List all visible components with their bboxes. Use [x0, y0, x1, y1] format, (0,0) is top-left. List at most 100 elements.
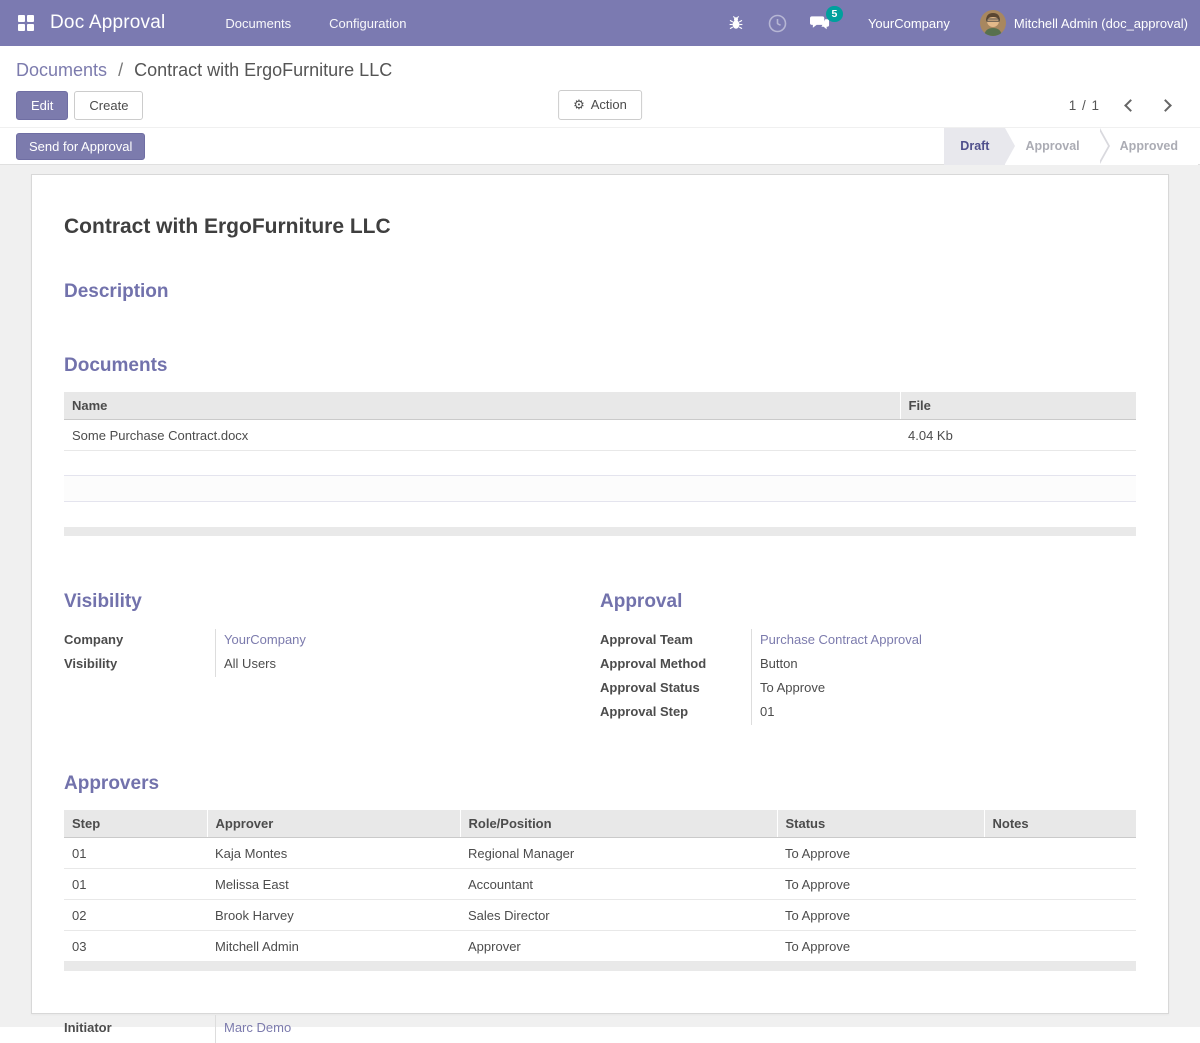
- user-name: Mitchell Admin (doc_approval): [1013, 15, 1188, 31]
- approver-step-cell[interactable]: 02: [64, 899, 207, 931]
- approver-role-cell[interactable]: Sales Director: [460, 899, 777, 931]
- pager-next-icon[interactable]: [1159, 98, 1172, 112]
- pager: 1 / 1: [1068, 97, 1172, 113]
- description-heading: Description: [64, 281, 169, 302]
- approval-step-value: 01: [751, 701, 1136, 725]
- initiator-field: Initiator Marc Demo: [64, 1015, 600, 1043]
- approvers-table: Step Approver Role/Position Status Notes…: [64, 810, 1136, 962]
- messages-chat-icon[interactable]: 5: [809, 6, 843, 33]
- control-panel: Edit Create ⚙ Action 1 / 1: [0, 83, 1200, 127]
- approval-team-label: Approval Team: [600, 632, 693, 647]
- company-label: Company: [64, 632, 124, 647]
- approver-notes-cell[interactable]: [984, 868, 1136, 900]
- approver-name-cell[interactable]: Kaja Montes: [207, 837, 460, 869]
- visibility-field: Visibility All Users: [64, 653, 600, 677]
- approver-status-cell[interactable]: To Approve: [777, 899, 984, 931]
- approvers-col-step[interactable]: Step: [64, 810, 208, 838]
- top-navbar: Doc Approval Documents Configuration: [0, 0, 1200, 46]
- approver-step-cell[interactable]: 01: [64, 868, 207, 900]
- company-field: Company YourCompany: [64, 629, 600, 653]
- send-for-approval-button[interactable]: Send for Approval: [16, 132, 146, 160]
- edit-button[interactable]: Edit: [16, 90, 69, 120]
- debug-bug-icon[interactable]: [726, 13, 746, 33]
- approval-heading: Approval: [600, 591, 683, 612]
- gear-icon: ⚙: [573, 97, 585, 112]
- approval-team-value-link[interactable]: Purchase Contract Approval: [760, 632, 922, 647]
- approval-group: Approval Approval Team Purchase Contract…: [600, 591, 1136, 725]
- approver-notes-cell[interactable]: [984, 837, 1136, 869]
- approver-status-cell[interactable]: To Approve: [777, 868, 984, 900]
- approval-method-field: Approval Method Button: [600, 653, 1136, 677]
- document-row[interactable]: Some Purchase Contract.docx 4.04 Kb: [64, 419, 1136, 451]
- approver-name-cell[interactable]: Melissa East: [207, 868, 460, 900]
- field-groups: Visibility Company YourCompany Visibilit…: [64, 591, 1136, 725]
- initiator-label: Initiator: [64, 1020, 112, 1035]
- approval-status-field: Approval Status To Approve: [600, 677, 1136, 701]
- approval-step-field: Approval Step 01: [600, 701, 1136, 725]
- documents-empty-row: [64, 475, 1136, 502]
- approval-team-field: Approval Team Purchase Contract Approval: [600, 629, 1136, 653]
- activities-clock-icon[interactable]: [768, 13, 788, 33]
- document-name-cell[interactable]: Some Purchase Contract.docx: [64, 419, 900, 451]
- approvers-heading: Approvers: [64, 773, 160, 794]
- approval-status-label: Approval Status: [600, 680, 700, 695]
- navbar-menu: Documents Configuration: [221, 10, 410, 37]
- initiator-value-link[interactable]: Marc Demo: [224, 1020, 292, 1035]
- approver-step-cell[interactable]: 01: [64, 837, 207, 869]
- approver-role-cell[interactable]: Regional Manager: [460, 837, 777, 869]
- breadcrumb-separator: /: [118, 60, 124, 80]
- message-count-badge: 5: [825, 6, 843, 22]
- status-step-approved[interactable]: Approved: [1099, 127, 1198, 165]
- statusbar: Send for Approval Draft Approval Approve…: [0, 127, 1200, 165]
- approver-row[interactable]: 01 Kaja Montes Regional Manager To Appro…: [64, 837, 1136, 869]
- approval-method-label: Approval Method: [600, 656, 707, 671]
- pager-previous-icon[interactable]: [1124, 98, 1137, 112]
- approval-step-label: Approval Step: [600, 704, 689, 719]
- approver-status-cell[interactable]: To Approve: [777, 930, 984, 962]
- visibility-group: Visibility Company YourCompany Visibilit…: [64, 591, 600, 725]
- document-file-cell[interactable]: 4.04 Kb: [900, 419, 1136, 451]
- pager-count: 1 / 1: [1068, 97, 1100, 113]
- company-switcher[interactable]: YourCompany: [867, 15, 950, 31]
- approval-status-value: To Approve: [751, 677, 1136, 701]
- visibility-label: Visibility: [64, 656, 118, 671]
- status-step-draft[interactable]: Draft: [944, 127, 1006, 165]
- app-title[interactable]: Doc Approval: [50, 12, 166, 33]
- user-menu[interactable]: Mitchell Admin (doc_approval): [979, 10, 1188, 36]
- approver-notes-cell[interactable]: [984, 899, 1136, 931]
- approver-row[interactable]: 01 Melissa East Accountant To Approve: [64, 868, 1136, 900]
- record-title: Contract with ErgoFurniture LLC: [64, 215, 391, 238]
- status-step-approval[interactable]: Approval: [1005, 127, 1100, 165]
- approver-role-cell[interactable]: Approver: [460, 930, 777, 962]
- approver-status-cell[interactable]: To Approve: [777, 837, 984, 869]
- approver-name-cell[interactable]: Mitchell Admin: [207, 930, 460, 962]
- approval-method-value: Button: [751, 653, 1136, 677]
- approver-role-cell[interactable]: Accountant: [460, 868, 777, 900]
- visibility-value: All Users: [215, 653, 600, 677]
- approvers-col-notes[interactable]: Notes: [984, 810, 1136, 838]
- action-button[interactable]: ⚙ Action: [558, 90, 642, 120]
- navbar-right: 5 YourCompany Mitchell Admin (doc_approv…: [726, 6, 1188, 36]
- documents-table: Name File Some Purchase Contract.docx 4.…: [64, 392, 1136, 451]
- breadcrumb-current: Contract with ErgoFurniture LLC: [134, 60, 393, 80]
- menu-documents[interactable]: Documents: [225, 15, 292, 31]
- approver-row[interactable]: 02 Brook Harvey Sales Director To Approv…: [64, 899, 1136, 931]
- approvers-table-scroll-strip: [64, 962, 1136, 971]
- approvers-col-status[interactable]: Status: [777, 810, 985, 838]
- approvers-col-role[interactable]: Role/Position: [460, 810, 778, 838]
- approver-notes-cell[interactable]: [984, 930, 1136, 962]
- documents-col-name[interactable]: Name: [64, 392, 901, 420]
- form-sheet: Contract with ErgoFurniture LLC Descript…: [31, 174, 1169, 1043]
- approver-name-cell[interactable]: Brook Harvey: [207, 899, 460, 931]
- visibility-heading: Visibility: [64, 591, 142, 612]
- apps-menu-icon[interactable]: [18, 15, 36, 31]
- approver-step-cell[interactable]: 03: [64, 930, 207, 962]
- documents-col-file[interactable]: File: [900, 392, 1136, 420]
- menu-configuration[interactable]: Configuration: [329, 15, 407, 31]
- content-area: Contract with ErgoFurniture LLC Descript…: [0, 165, 1200, 1043]
- approvers-col-approver[interactable]: Approver: [207, 810, 461, 838]
- approver-row[interactable]: 03 Mitchell Admin Approver To Approve: [64, 930, 1136, 962]
- company-value-link[interactable]: YourCompany: [224, 632, 306, 647]
- create-button[interactable]: Create: [74, 90, 144, 120]
- breadcrumb-documents-link[interactable]: Documents: [16, 60, 108, 80]
